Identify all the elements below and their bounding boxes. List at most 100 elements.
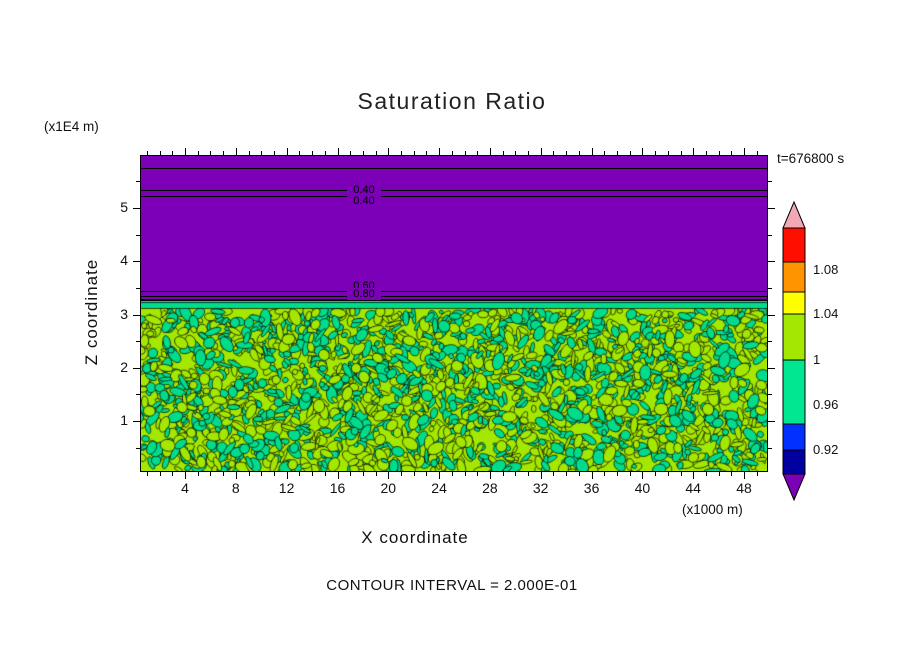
x-minor-tick-bottom — [566, 472, 568, 476]
y-minor-tick-left — [136, 447, 140, 449]
x-major-tick-top — [286, 148, 288, 155]
x-minor-tick-bottom — [223, 472, 225, 476]
x-tick-label: 24 — [431, 480, 447, 496]
x-minor-tick-top — [464, 151, 466, 155]
contour-line — [141, 190, 767, 191]
contour-label: 0.40 — [347, 184, 381, 196]
x-minor-tick-bottom — [362, 472, 364, 476]
y-major-tick-left — [133, 367, 140, 369]
saturated-field-speckle-canvas — [141, 301, 767, 471]
x-tick-label: 44 — [685, 480, 701, 496]
x-minor-tick-top — [578, 151, 580, 155]
x-minor-tick-bottom — [159, 472, 161, 476]
x-minor-tick-bottom — [718, 472, 720, 476]
x-minor-tick-top — [197, 151, 199, 155]
x-minor-tick-bottom — [731, 472, 733, 476]
y-axis-units-label: (x1E4 m) — [44, 119, 99, 134]
x-tick-label: 40 — [634, 480, 651, 496]
x-major-tick-top — [744, 148, 745, 155]
x-minor-tick-bottom — [375, 472, 377, 476]
y-minor-tick-right — [768, 341, 772, 343]
x-minor-tick-bottom — [210, 472, 212, 476]
colorbar-tick-label: 0.96 — [813, 397, 839, 412]
y-major-tick-left — [133, 421, 140, 422]
x-major-tick-bottom — [235, 472, 237, 479]
x-minor-tick-top — [655, 151, 657, 155]
x-major-tick-top — [388, 148, 390, 155]
x-tick-label: 48 — [736, 480, 752, 496]
timestamp-label: t=676800 s — [777, 151, 845, 166]
x-minor-tick-top — [553, 151, 555, 155]
x-minor-tick-top — [362, 151, 364, 155]
y-tick-label: 4 — [120, 252, 128, 269]
x-major-tick-top — [489, 148, 491, 155]
x-minor-tick-top — [566, 151, 568, 155]
x-major-tick-top — [337, 148, 339, 155]
x-tick-label: 16 — [329, 480, 346, 496]
x-tick-label: 20 — [380, 480, 397, 496]
x-minor-tick-top — [401, 151, 402, 155]
x-minor-tick-top — [528, 151, 529, 155]
y-major-tick-left — [133, 261, 140, 263]
x-major-tick-top — [185, 148, 186, 155]
upper-subsaturated-region — [141, 156, 767, 301]
x-minor-tick-bottom — [667, 472, 669, 476]
y-major-tick-right — [768, 314, 775, 316]
x-minor-tick-bottom — [248, 472, 250, 476]
x-minor-tick-top — [705, 151, 707, 155]
y-minor-tick-left — [136, 287, 140, 289]
x-major-tick-top — [642, 148, 644, 155]
contour-line — [141, 296, 767, 297]
x-minor-tick-bottom — [680, 472, 682, 476]
x-major-tick-top — [540, 148, 542, 155]
x-minor-tick-top — [248, 151, 250, 155]
x-minor-tick-top — [604, 151, 606, 155]
x-minor-tick-top — [261, 151, 263, 155]
y-minor-tick-left — [136, 394, 140, 396]
x-axis-label: X coordinate — [361, 528, 469, 547]
x-major-tick-bottom — [185, 472, 186, 479]
contour-label: 0.80 — [347, 288, 381, 300]
x-major-tick-bottom — [286, 472, 288, 479]
x-tick-label: 36 — [583, 480, 600, 496]
x-minor-tick-top — [210, 151, 212, 155]
y-minor-tick-right — [768, 447, 772, 449]
x-major-tick-top — [235, 148, 237, 155]
x-tick-label: 12 — [278, 480, 295, 496]
y-minor-tick-right — [768, 287, 772, 289]
y-minor-tick-left — [136, 341, 140, 343]
y-tick-label: 2 — [120, 358, 128, 375]
x-tick-label: 4 — [181, 480, 189, 496]
x-major-tick-bottom — [489, 472, 491, 479]
x-minor-tick-top — [324, 151, 326, 155]
x-minor-tick-bottom — [705, 472, 707, 476]
x-minor-tick-bottom — [604, 472, 606, 476]
y-major-tick-left — [133, 208, 140, 209]
x-minor-tick-bottom — [617, 472, 618, 476]
x-minor-tick-top — [680, 151, 682, 155]
x-minor-tick-top — [413, 151, 415, 155]
x-minor-tick-bottom — [502, 472, 504, 476]
y-tick-label: 1 — [120, 412, 128, 428]
x-minor-tick-top — [172, 151, 174, 155]
colorbar-tick-label: 1 — [813, 352, 821, 367]
x-minor-tick-bottom — [464, 472, 466, 476]
y-tick-label: 3 — [120, 305, 128, 322]
x-minor-tick-top — [223, 151, 225, 155]
x-minor-tick-bottom — [553, 472, 555, 476]
x-major-tick-bottom — [439, 472, 441, 479]
x-minor-tick-bottom — [413, 472, 415, 476]
x-minor-tick-bottom — [756, 472, 758, 476]
x-minor-tick-bottom — [261, 472, 263, 476]
y-minor-tick-right — [768, 181, 772, 183]
x-major-tick-bottom — [388, 472, 390, 479]
x-minor-tick-bottom — [312, 472, 314, 476]
x-minor-tick-bottom — [197, 472, 199, 476]
x-minor-tick-top — [375, 151, 377, 155]
y-major-tick-right — [768, 261, 775, 263]
plot-frame: 0.40 0.40 0.60 0.80 — [140, 155, 768, 472]
x-minor-tick-top — [451, 151, 453, 155]
x-tick-label: 32 — [532, 480, 549, 496]
x-minor-tick-top — [477, 151, 479, 155]
contour-line — [141, 291, 767, 292]
